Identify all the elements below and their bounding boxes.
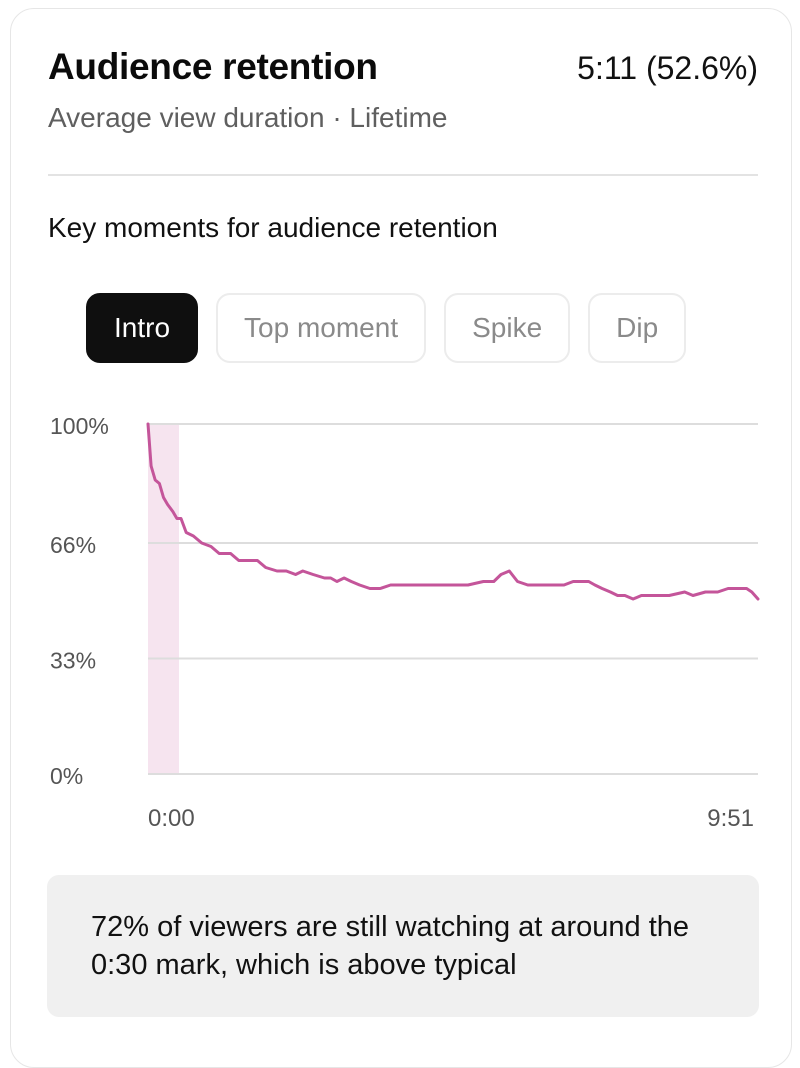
section-title: Key moments for audience retention xyxy=(48,212,498,243)
y-tick-label: 66% xyxy=(50,532,96,558)
y-tick-label: 100% xyxy=(50,413,109,439)
tab-label: Intro xyxy=(114,312,171,343)
average-view-duration-value: 5:11 (52.6%) xyxy=(577,50,758,86)
tab-top-moment[interactable]: Top moment xyxy=(216,293,427,363)
key-moment-tabs: Intro Top moment Spike Dip xyxy=(86,293,687,363)
y-tick-label: 33% xyxy=(50,648,96,674)
retention-chart: 100% 66% 33% 0% 0:00 9:51 xyxy=(50,413,760,832)
retention-line xyxy=(146,422,760,601)
card-subtitle: Average view duration · Lifetime xyxy=(48,102,448,133)
tab-spike[interactable]: Spike xyxy=(444,293,571,363)
insight-text: 72% of viewers are still watching at aro… xyxy=(91,911,690,981)
tab-label: Dip xyxy=(616,312,659,343)
tab-label: Top moment xyxy=(244,312,399,343)
insight-box: 72% of viewers are still watching at aro… xyxy=(47,875,759,1017)
y-tick-label: 0% xyxy=(50,763,83,789)
tab-intro[interactable]: Intro xyxy=(86,293,199,363)
x-tick-label: 0:00 xyxy=(148,805,195,832)
tab-dip[interactable]: Dip xyxy=(588,293,687,363)
tab-label: Spike xyxy=(472,312,543,343)
x-tick-label: 9:51 xyxy=(707,805,754,832)
intro-highlight-band xyxy=(148,424,179,774)
divider xyxy=(48,174,758,176)
card-title: Audience retention xyxy=(48,46,378,87)
